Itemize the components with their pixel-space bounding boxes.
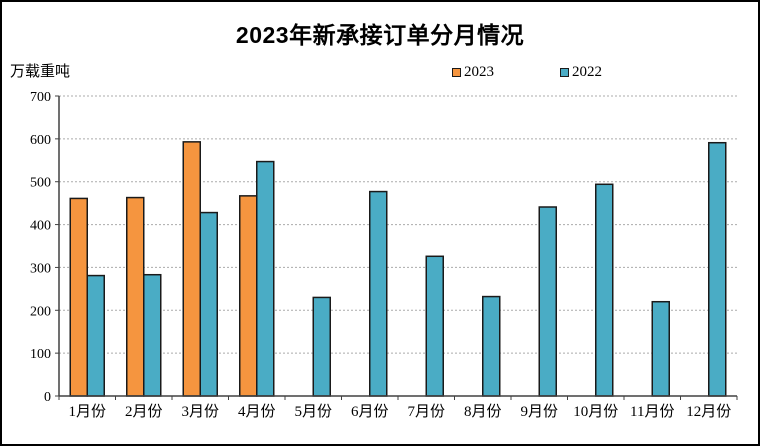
svg-text:5月份: 5月份 <box>294 403 332 420</box>
svg-text:500: 500 <box>30 176 51 191</box>
legend: 2023 2022 <box>452 64 602 81</box>
svg-text:700: 700 <box>30 90 51 105</box>
svg-text:3月份: 3月份 <box>181 403 219 420</box>
chart-title: 2023年新承接订单分月情况 <box>235 22 525 48</box>
svg-text:600: 600 <box>30 133 51 148</box>
legend-item-2022: 2022 <box>560 64 602 81</box>
svg-text:10月份: 10月份 <box>573 403 618 420</box>
y-axis-unit-label: 万载重吨 <box>10 64 71 80</box>
svg-text:11月份: 11月份 <box>630 403 674 420</box>
svg-text:2月份: 2月份 <box>125 403 163 420</box>
svg-text:0: 0 <box>44 390 51 405</box>
svg-text:1月份: 1月份 <box>68 403 106 420</box>
svg-text:9月份: 9月份 <box>520 403 558 420</box>
svg-text:4月份: 4月份 <box>238 403 276 420</box>
legend-swatch-2023-icon <box>452 68 461 77</box>
svg-text:7月份: 7月份 <box>407 403 445 420</box>
svg-text:300: 300 <box>30 261 51 276</box>
svg-text:200: 200 <box>30 304 51 319</box>
svg-text:6月份: 6月份 <box>351 403 389 420</box>
legend-swatch-2022-icon <box>560 68 569 77</box>
svg-text:100: 100 <box>30 347 51 362</box>
legend-item-2023: 2023 <box>452 64 494 81</box>
svg-text:8月份: 8月份 <box>464 403 502 420</box>
svg-text:400: 400 <box>30 219 51 234</box>
svg-text:12月份: 12月份 <box>686 403 731 420</box>
legend-label-2022: 2022 <box>572 64 602 80</box>
legend-label-2023: 2023 <box>464 64 494 80</box>
